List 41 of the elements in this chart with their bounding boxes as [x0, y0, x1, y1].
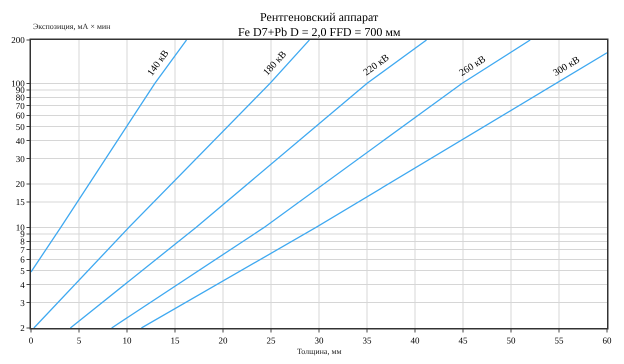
chart-subtitle: Fe D7+Pb D = 2,0 FFD = 700 мм — [238, 25, 401, 39]
text: 220 кВ — [362, 52, 392, 78]
x-tick-label: 35 — [362, 335, 372, 346]
x-tick-label: 50 — [506, 335, 516, 346]
text: 140 кВ — [145, 48, 172, 78]
y-tick-label: 200 — [11, 35, 26, 46]
y-tick-label: 50 — [16, 122, 26, 132]
text: 260 кВ — [458, 54, 488, 79]
x-tick-label: 40 — [410, 335, 420, 346]
x-tick-label: 0 — [28, 335, 34, 346]
y-tick-label: 60 — [16, 110, 26, 120]
y-tick-label: 20 — [16, 179, 26, 190]
y-axis-title: Экспозиция, мА × мин — [33, 22, 112, 31]
y-tick-label: 30 — [16, 154, 26, 164]
x-tick-label: 55 — [554, 335, 564, 346]
y-tick-label: 5 — [20, 266, 26, 276]
y-tick-label: 40 — [16, 136, 26, 146]
text: 180 кВ — [261, 48, 290, 78]
x-tick-label: 10 — [122, 335, 132, 346]
y-tick-label: 7 — [20, 244, 26, 255]
x-axis-title: Толщина, мм — [297, 347, 342, 356]
line-series — [140, 52, 607, 328]
y-tick-label: 4 — [20, 280, 26, 290]
y-tick-label: 15 — [16, 197, 26, 208]
x-tick-label: 15 — [170, 335, 180, 346]
x-tick-label: 60 — [602, 335, 612, 346]
text: 300 кВ — [551, 54, 582, 79]
x-tick-label: 25 — [266, 335, 276, 346]
line-series — [33, 40, 310, 328]
x-tick-label: 5 — [76, 335, 82, 346]
line-series — [70, 40, 428, 328]
x-tick-label: 30 — [314, 335, 324, 346]
line-series — [110, 40, 531, 328]
y-tick-label: 3 — [20, 298, 26, 308]
x-tick-label: 45 — [458, 335, 468, 346]
line-series — [31, 40, 188, 273]
y-tick-label: 2 — [20, 323, 25, 334]
y-tick-label: 6 — [20, 254, 26, 264]
x-tick-label: 20 — [218, 335, 228, 346]
chart-title: Рентгеновский аппарат — [260, 10, 379, 24]
y-tick-label: 70 — [16, 100, 26, 111]
